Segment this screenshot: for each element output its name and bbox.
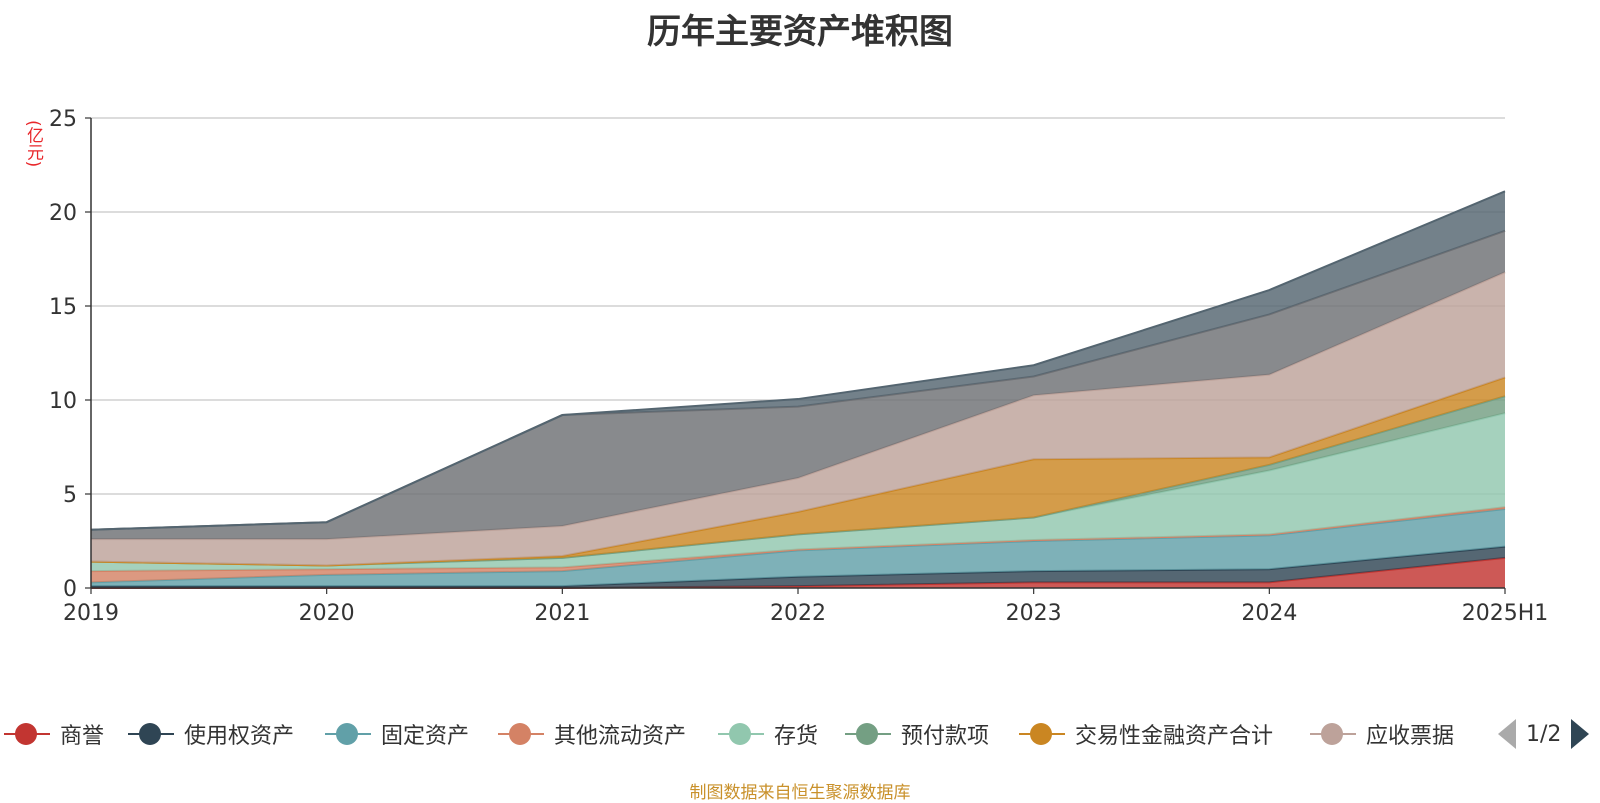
area-series-4 <box>91 413 1505 572</box>
y-tick-label: 10 <box>49 389 77 414</box>
legend-item-inventory[interactable]: 存货 <box>716 715 818 753</box>
area-series-2 <box>91 509 1505 587</box>
legend-item-notes-receivable[interactable]: 应收票据 <box>1308 715 1454 753</box>
legend-marker-icon <box>2 715 52 753</box>
legend-label: 使用权资产 <box>184 724 295 749</box>
legend-item-goodwill[interactable]: 商誉 <box>2 715 104 753</box>
y-tick-label: 0 <box>63 577 77 602</box>
area-series-0 <box>91 557 1505 588</box>
legend-marker-icon <box>716 715 766 753</box>
legend-marker-icon <box>323 715 373 753</box>
area-series-8 <box>91 230 1505 540</box>
x-tick-label: 2025H1 <box>1462 601 1549 626</box>
area-series-3 <box>91 507 1505 583</box>
chart-title: 历年主要资产堆积图 <box>647 12 953 52</box>
x-tick-label: 2023 <box>1006 601 1062 626</box>
legend-marker-icon <box>496 715 546 753</box>
legend-marker-icon <box>1017 715 1067 753</box>
legend-label: 应收票据 <box>1366 724 1455 749</box>
x-tick-label: 2021 <box>534 601 590 626</box>
area-series-1 <box>91 546 1505 588</box>
legend-item-right-of-use-assets[interactable]: 使用权资产 <box>126 715 294 753</box>
y-axis-unit-label: (亿元) <box>23 120 43 168</box>
data-source-note: 制图数据来自恒生聚源数据库 <box>689 783 911 803</box>
y-tick-label: 25 <box>49 107 77 132</box>
legend-label: 存货 <box>774 724 819 749</box>
area-series-6 <box>91 377 1505 566</box>
legend-label: 商誉 <box>60 724 105 749</box>
x-tick-label: 2022 <box>770 601 826 626</box>
pager-prev-icon[interactable] <box>1498 719 1516 749</box>
legend-item-other-current-assets[interactable]: 其他流动资产 <box>496 715 686 753</box>
y-tick-label: 5 <box>63 483 77 508</box>
legend-item-prepayments[interactable]: 预付款项 <box>843 715 989 753</box>
y-tick-label: 15 <box>49 295 77 320</box>
legend-marker-icon <box>1308 715 1358 753</box>
y-tick-label: 20 <box>49 201 77 226</box>
legend-marker-icon <box>843 715 893 753</box>
legend-label: 其他流动资产 <box>554 724 687 749</box>
legend-label: 预付款项 <box>901 724 990 749</box>
pager-page-indicator: 1/2 <box>1526 721 1562 747</box>
area-series-7 <box>91 272 1505 566</box>
legend-pager: 1/2 <box>1498 718 1590 750</box>
legend-item-fixed-assets[interactable]: 固定资产 <box>323 715 469 753</box>
legend-label: 交易性金融资产合计 <box>1075 724 1274 749</box>
x-tick-label: 2024 <box>1241 601 1297 626</box>
legend-label: 固定资产 <box>381 724 470 749</box>
x-tick-label: 2019 <box>63 601 119 626</box>
pager-next-icon[interactable] <box>1571 719 1590 749</box>
legend-item-trading-financial-assets[interactable]: 交易性金融资产合计 <box>1017 715 1273 753</box>
x-tick-label: 2020 <box>299 601 355 626</box>
legend: 商誉 使用权资产 固定资产 其他流动资产 存货 预付款项 交易性金融资产合计 应… <box>0 715 1480 753</box>
legend-marker-icon <box>126 715 176 753</box>
area-series-edge-9 <box>90 190 1506 531</box>
